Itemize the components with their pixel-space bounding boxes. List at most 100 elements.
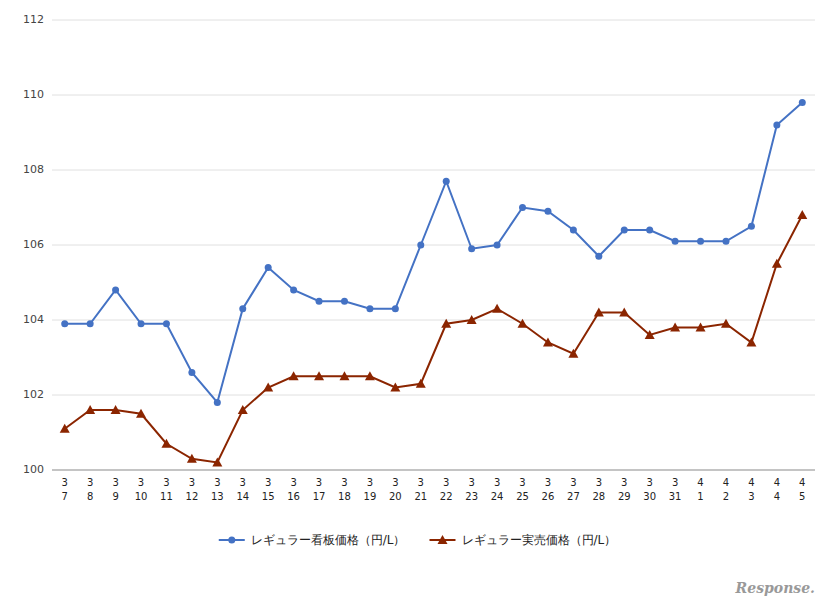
legend: レギュラー看板価格（円/L） レギュラー実売価格（円/L） (219, 533, 616, 547)
y-tick-label: 112 (23, 13, 44, 26)
point (518, 319, 528, 328)
point (646, 227, 653, 234)
point (111, 405, 121, 414)
x-tick-label: 311 (160, 477, 173, 502)
point (494, 242, 501, 249)
series-line (65, 103, 803, 403)
point (672, 238, 679, 245)
point (417, 242, 424, 249)
point (161, 439, 171, 448)
x-axis (52, 470, 815, 471)
grid (52, 20, 815, 470)
point (163, 320, 170, 327)
point (136, 409, 146, 418)
point (263, 383, 273, 392)
point (214, 399, 221, 406)
x-tick-label: 43 (748, 477, 754, 502)
point (492, 304, 502, 313)
legend-marker (228, 537, 235, 544)
legend-label: レギュラー実売価格（円/L） (462, 533, 617, 547)
point (594, 308, 604, 317)
point (697, 238, 704, 245)
x-tick-label: 41 (697, 477, 703, 502)
point (696, 323, 706, 332)
point (621, 227, 628, 234)
annotation: Response. (735, 580, 815, 596)
legend-item: レギュラー実売価格（円/L） (430, 533, 617, 547)
x-tick-label: 316 (287, 477, 300, 502)
point (570, 227, 577, 234)
point (722, 238, 729, 245)
point (85, 405, 95, 414)
point (443, 178, 450, 185)
point (61, 320, 68, 327)
grid-line (52, 95, 815, 96)
y-tick-label: 108 (23, 163, 44, 176)
legend-item: レギュラー看板価格（円/L） (219, 533, 406, 547)
point (748, 223, 755, 230)
legend-marker (438, 535, 448, 544)
x-tick-label: 330 (643, 477, 656, 502)
grid-line (52, 20, 815, 21)
series-line (65, 215, 803, 463)
chart: 1001021041061081101123738393103113123133… (0, 0, 835, 601)
point (519, 204, 526, 211)
point (645, 330, 655, 339)
x-tick-label: 328 (592, 477, 605, 502)
point (619, 308, 629, 317)
x-tick-label: 317 (313, 477, 326, 502)
x-tick-label: 326 (542, 477, 555, 502)
point (595, 253, 602, 260)
point (543, 338, 553, 347)
x-tick-label: 38 (87, 477, 93, 502)
point (670, 323, 680, 332)
point (746, 338, 756, 347)
point (544, 208, 551, 215)
x-tick-label: 327 (567, 477, 580, 502)
point (721, 319, 731, 328)
point (87, 320, 94, 327)
y-tick-label: 110 (23, 88, 44, 101)
x-tick-label: 42 (723, 477, 729, 502)
x-tick-label: 39 (112, 477, 118, 502)
point (390, 383, 400, 392)
point (799, 99, 806, 106)
point (316, 298, 323, 305)
x-tick-label: 321 (414, 477, 427, 502)
point (290, 287, 297, 294)
point (441, 319, 451, 328)
point (212, 458, 222, 467)
x-tick-label: 313 (211, 477, 224, 502)
point (773, 122, 780, 129)
x-tick-label: 319 (364, 477, 377, 502)
x-tick-label: 310 (135, 477, 148, 502)
point (239, 305, 246, 312)
x-tick-label: 324 (491, 477, 504, 502)
x-tick-label: 331 (669, 477, 682, 502)
y-tick-label: 100 (23, 463, 44, 476)
point (365, 371, 375, 380)
x-tick-label: 325 (516, 477, 529, 502)
y-tick-label: 106 (23, 238, 44, 251)
grid-line (52, 470, 815, 471)
point (341, 298, 348, 305)
point (468, 245, 475, 252)
point (797, 210, 807, 219)
point (238, 405, 248, 414)
x-tick-label: 322 (440, 477, 453, 502)
x-tick-label: 314 (236, 477, 249, 502)
point (289, 371, 299, 380)
x-tick-label: 323 (465, 477, 478, 502)
point (265, 264, 272, 271)
y-tick-label: 102 (23, 388, 44, 401)
plot-data (60, 99, 808, 467)
point (467, 315, 477, 324)
point (112, 287, 119, 294)
point (187, 454, 197, 463)
y-tick-label: 104 (23, 313, 44, 326)
x-tick-label: 320 (389, 477, 402, 502)
x-tick-label: 37 (62, 477, 68, 502)
x-tick-label: 315 (262, 477, 275, 502)
point (339, 371, 349, 380)
point (138, 320, 145, 327)
